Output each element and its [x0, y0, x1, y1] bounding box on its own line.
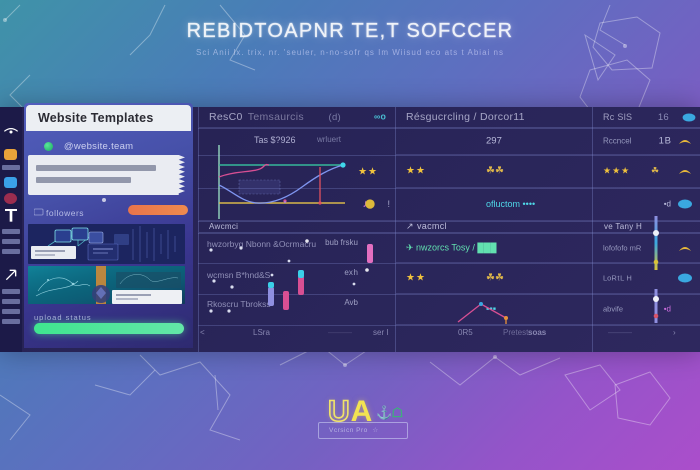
svg-text:∞o: ∞o — [374, 112, 387, 122]
